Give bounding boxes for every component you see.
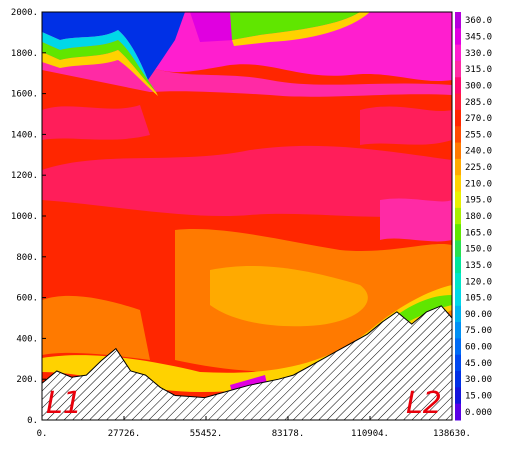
colorbar-swatch (455, 126, 461, 144)
colorbar-swatch (455, 142, 461, 160)
colorbar-swatch (455, 403, 461, 421)
colorbar-label: 255.0 (465, 130, 492, 140)
contour-top-green (230, 12, 360, 40)
colorbar-swatch (455, 60, 461, 78)
colorbar-swatch (455, 191, 461, 209)
contour-orange-light (210, 265, 368, 327)
contour-purple-top (190, 12, 235, 42)
colorbar-label: 120.0 (465, 277, 492, 287)
colorbar-label: 210.0 (465, 179, 492, 189)
contour-orange-left (42, 295, 150, 360)
colorbar-label: 60.00 (465, 343, 492, 353)
y-tick-label: 1200. (11, 171, 38, 181)
contour-yellow-band (42, 50, 158, 96)
colorbar-label: 15.00 (465, 392, 492, 402)
x-tick-label: 110904. (351, 429, 389, 439)
contour-cyan-band (42, 30, 152, 86)
y-tick-label: 400. (16, 334, 38, 344)
colorbar-label: 270.0 (465, 114, 492, 124)
y-axis: 0. 200. 400. 600. 800. 1000. 1200. 1400. 1600. 18… (11, 8, 46, 426)
contour-magenta-right (380, 198, 452, 242)
x-tick-label: 138630. (433, 429, 471, 439)
colorbar-swatch (455, 158, 461, 176)
y-tick-label: 600. (16, 294, 38, 304)
colorbar-label: 30.00 (465, 375, 492, 385)
colorbar-swatch (455, 77, 461, 95)
colorbar-label: 75.00 (465, 326, 492, 336)
contour-green-band (42, 40, 156, 92)
colorbar-label: 0.000 (465, 408, 492, 418)
colorbar-label: 360.0 (465, 16, 492, 26)
contour-top-yellow (232, 12, 370, 46)
colorbar-swatch (455, 28, 461, 46)
y-tick-label: 200. (16, 375, 38, 385)
contour-pink-mid (42, 145, 452, 217)
endpoint-l1-label: L1 (46, 386, 82, 421)
colorbar-swatch (455, 273, 461, 290)
colorbar-label: 180.0 (465, 212, 492, 222)
colorbar-label: 345.0 (465, 32, 492, 42)
colorbar-label: 135.0 (465, 261, 492, 271)
colorbar-swatch (455, 44, 461, 62)
colorbar-swatch (455, 354, 461, 372)
colorbar-label: 105.0 (465, 294, 492, 304)
colorbar-swatch (455, 12, 461, 29)
colorbar-label: 330.0 (465, 49, 492, 59)
colorbar-swatch (455, 207, 461, 225)
y-tick-label: 1000. (11, 212, 38, 222)
colorbar-swatch (455, 338, 461, 356)
colorbar-label: 315.0 (465, 65, 492, 75)
colorbar-swatch (455, 322, 461, 339)
y-tick-label: 800. (16, 253, 38, 263)
x-tick-label: 0. (37, 429, 48, 439)
colorbar-swatch (455, 240, 461, 258)
colorbar-swatch (455, 371, 461, 388)
y-tick-label: 1800. (11, 49, 38, 59)
colorbar-label: 300.0 (465, 81, 492, 91)
colorbar-label: 165.0 (465, 228, 492, 238)
y-tick-label: 1600. (11, 90, 38, 100)
y-tick-label: 2000. (11, 8, 38, 18)
colorbar-swatch (455, 289, 461, 307)
x-axis: 0. 27726. 55452. 83178. 110904. 138630. (37, 416, 471, 439)
y-tick-label: 1400. (11, 130, 38, 140)
colorbar-swatch (455, 256, 461, 274)
colorbar-swatch (455, 387, 461, 405)
colorbar-label: 240.0 (465, 147, 492, 157)
colorbar-label: 195.0 (465, 196, 492, 206)
colorbar-label: 90.00 (465, 310, 492, 320)
colorbar: 360.0 345.0 330.0 315.0 300.0 285.0 270.0 255.0… (455, 12, 492, 421)
colorbar-label: 285.0 (465, 98, 492, 108)
colorbar-swatch (455, 109, 461, 127)
endpoint-l2-label: L2 (406, 386, 442, 421)
colorbar-label: 225.0 (465, 163, 492, 173)
colorbar-swatch (455, 175, 461, 193)
contour-pink-right (360, 106, 452, 145)
contour-blue-top-left (42, 12, 185, 80)
x-tick-label: 55452. (190, 429, 223, 439)
colorbar-swatch (455, 224, 461, 241)
colorbar-swatch (455, 93, 461, 111)
contour-magenta-upper (42, 45, 452, 97)
colorbar-label: 150.0 (465, 245, 492, 255)
contour-pink-left (42, 105, 150, 140)
x-tick-label: 83178. (272, 429, 305, 439)
x-tick-label: 27726. (108, 429, 141, 439)
terrain-hatch (41, 305, 453, 421)
y-tick-label: 0. (27, 416, 38, 426)
colorbar-swatch (455, 305, 461, 323)
colorbar-label: 45.00 (465, 359, 492, 369)
